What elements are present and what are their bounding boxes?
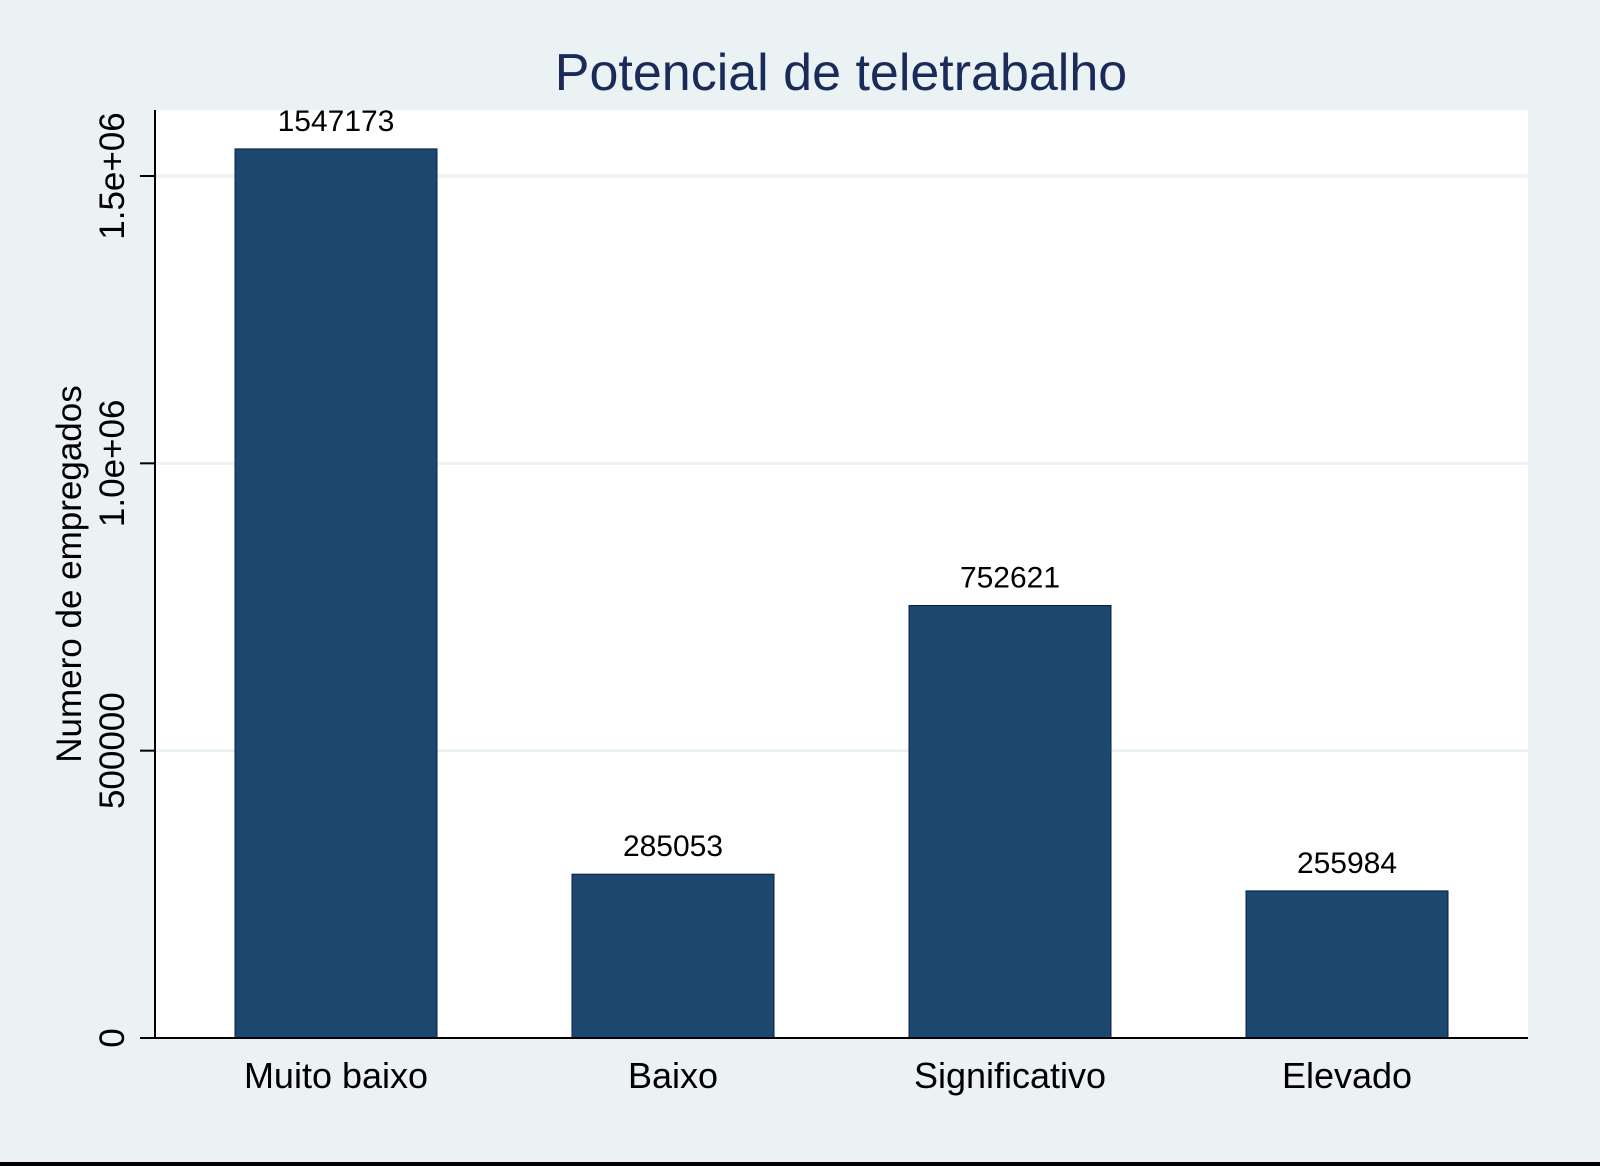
y-tick-label: 1.0e+06 [93,400,132,528]
bar-value-label: 752621 [960,561,1060,594]
y-tick-label: 1.5e+06 [93,112,132,240]
bars [234,148,1449,1039]
x-category-label: Muito baixo [244,1055,428,1096]
x-axis-labels: Muito baixo Baixo Significativo Elevado [244,1055,1412,1096]
bar-value-label: 1547173 [278,105,395,138]
y-tick-label: 500000 [93,692,132,809]
bar [234,148,438,1039]
y-axis-label: Numero de empregados [50,385,89,762]
chart-title: Potencial de teletrabalho [555,44,1127,102]
x-category-label: Baixo [628,1055,718,1096]
x-category-label: Elevado [1282,1055,1412,1096]
y-tick-label: 0 [93,1028,132,1047]
bar-value-label: 255984 [1297,847,1397,880]
bar [571,873,775,1039]
bar-value-label: 285053 [623,830,723,863]
bar [908,604,1112,1039]
x-category-label: Significativo [914,1055,1106,1096]
y-axis-ticks: 0 500000 1.0e+06 1.5e+06 [93,112,155,1048]
bar [1245,890,1449,1039]
value-labels: 1547173 285053 752621 255984 [278,105,1397,880]
bottom-border [0,1162,1600,1166]
